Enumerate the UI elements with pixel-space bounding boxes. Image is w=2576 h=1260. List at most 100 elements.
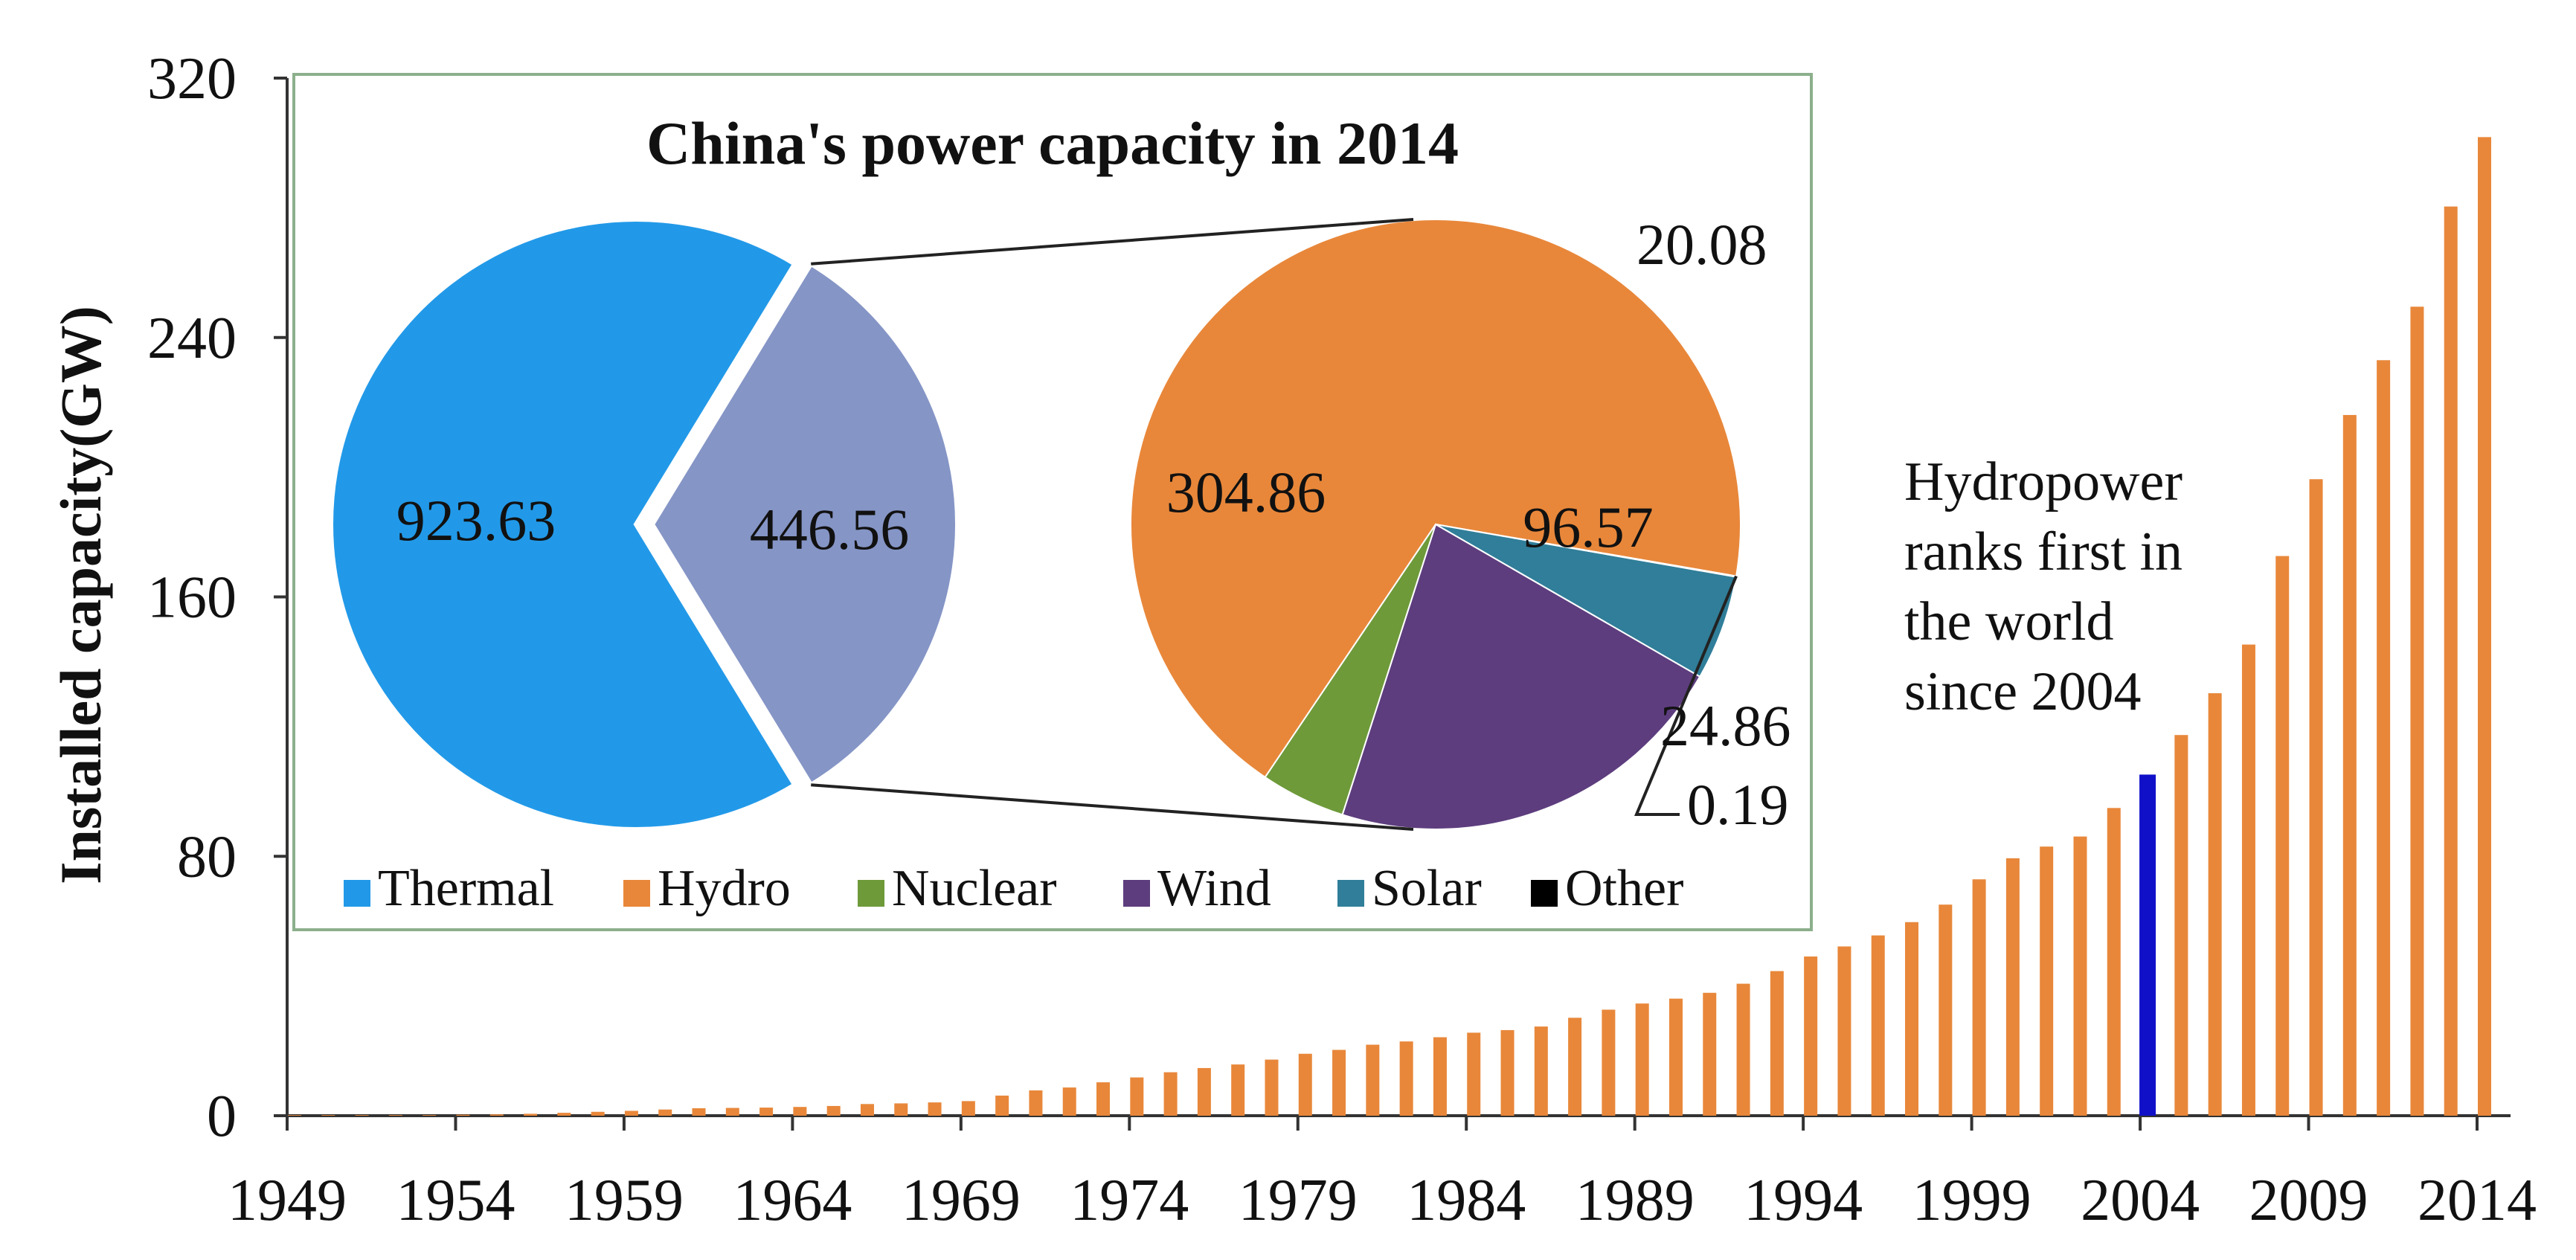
bar-2000 xyxy=(2005,858,2020,1116)
pie-slice-grouped xyxy=(649,260,960,788)
pie-inset: China's power capacity in 2014 923.63 44… xyxy=(292,73,1813,931)
bar-1961 xyxy=(692,1108,706,1116)
legend-label-solar: Solar xyxy=(1372,860,1482,917)
x-tick-label: 1979 xyxy=(1239,1168,1358,1233)
bar-1963 xyxy=(759,1108,774,1116)
bar-1977 xyxy=(1231,1064,1245,1116)
pie-label-thermal: 923.63 xyxy=(396,488,556,553)
hydropower-annotation: Hydropower ranks first in the world sinc… xyxy=(1904,451,2182,722)
bar-1951 xyxy=(355,1115,369,1116)
bar-1949 xyxy=(288,1115,301,1116)
legend-swatch-nuclear xyxy=(858,880,884,907)
pie-slice-nuclear xyxy=(1264,524,1436,816)
bar-1960 xyxy=(658,1109,672,1116)
bar-2002 xyxy=(2073,836,2087,1116)
bar-2010 xyxy=(2342,414,2357,1116)
bar-1994 xyxy=(1804,956,1818,1116)
legend-swatch-solar xyxy=(1337,880,1364,907)
pie-connector-top xyxy=(811,218,1414,266)
bar-1955 xyxy=(489,1114,504,1116)
annotation-line-4: since 2004 xyxy=(1904,661,2142,722)
x-tick-label: 1969 xyxy=(902,1168,1021,1233)
y-tick-label: 320 xyxy=(147,46,237,112)
bar-2009 xyxy=(2309,479,2323,1116)
leader-line-other xyxy=(1634,575,1738,816)
pie-label-hydro: 304.86 xyxy=(1166,460,1326,524)
bar-1956 xyxy=(524,1113,538,1116)
bar-1965 xyxy=(826,1105,841,1116)
bar-1980 xyxy=(1332,1050,1346,1116)
bar-1993 xyxy=(1770,971,1784,1116)
pie-label-grouped: 446.56 xyxy=(750,497,910,562)
x-tick-label: 1984 xyxy=(1407,1168,1526,1233)
bar-2005 xyxy=(2174,735,2188,1116)
bar-highlight-2004 xyxy=(2139,774,2156,1116)
bar-1952 xyxy=(388,1115,402,1116)
x-tick-label: 1954 xyxy=(396,1168,515,1233)
x-tick-label: 1994 xyxy=(1744,1168,1863,1233)
bar-1978 xyxy=(1265,1059,1279,1116)
annotation-line-2: ranks first in xyxy=(1904,521,2182,582)
bar-1982 xyxy=(1399,1041,1413,1116)
pie-slice-wind xyxy=(1341,523,1701,830)
bar-2012 xyxy=(2410,306,2424,1116)
bar-2014 xyxy=(2478,137,2491,1116)
y-tick-label: 160 xyxy=(147,565,237,631)
bar-1964 xyxy=(793,1107,807,1116)
bar-1990 xyxy=(1668,998,1683,1116)
bar-2008 xyxy=(2275,556,2290,1116)
bar-1954 xyxy=(456,1114,470,1116)
bar-1975 xyxy=(1163,1072,1178,1116)
bar-2001 xyxy=(2040,846,2054,1116)
x-tick-label: 1974 xyxy=(1070,1168,1189,1233)
bar-1971 xyxy=(1029,1090,1043,1116)
pie-slice-thermal xyxy=(329,217,798,832)
bar-1968 xyxy=(928,1102,942,1116)
pie-label-solar: 24.86 xyxy=(1660,693,1791,758)
bar-1950 xyxy=(321,1115,335,1116)
bar-1985 xyxy=(1500,1029,1515,1116)
bar-1976 xyxy=(1197,1067,1211,1116)
legend-label-hydro: Hydro xyxy=(658,860,791,917)
bar-1957 xyxy=(557,1113,571,1116)
legend-swatch-thermal xyxy=(344,880,370,907)
bar-2011 xyxy=(2377,360,2391,1116)
bar-2003 xyxy=(2107,808,2121,1116)
bar-1981 xyxy=(1366,1044,1380,1116)
bar-1973 xyxy=(1096,1082,1111,1116)
bar-1995 xyxy=(1837,946,1851,1116)
pie-label-nuclear: 20.08 xyxy=(1637,212,1767,277)
bar-1986 xyxy=(1534,1026,1548,1116)
pie-connector-bottom xyxy=(811,783,1414,831)
pie-label-other: 0.19 xyxy=(1687,772,1789,837)
x-tick-label: 2004 xyxy=(2081,1168,2200,1233)
x-tick-label: 1949 xyxy=(228,1168,347,1233)
legend-swatch-hydro xyxy=(623,880,650,907)
bar-1953 xyxy=(423,1115,437,1116)
bar-2006 xyxy=(2208,692,2222,1116)
x-tick-label: 1999 xyxy=(1912,1168,2031,1233)
bar-1974 xyxy=(1130,1077,1144,1116)
bar-1958 xyxy=(591,1111,605,1116)
y-tick-label: 240 xyxy=(147,306,237,371)
bar-1997 xyxy=(1905,922,1919,1116)
legend-swatch-other xyxy=(1531,880,1558,907)
y-tick-label: 0 xyxy=(207,1084,237,1149)
bar-1969 xyxy=(961,1101,975,1116)
bar-1967 xyxy=(894,1103,908,1116)
bar-2007 xyxy=(2241,644,2255,1116)
bar-1989 xyxy=(1635,1003,1649,1116)
bar-1991 xyxy=(1703,992,1717,1116)
x-tick-label: 2009 xyxy=(2249,1168,2368,1233)
legend-label-other: Other xyxy=(1565,860,1683,917)
pie-title: China's power capacity in 2014 xyxy=(646,109,1459,177)
bar-2013 xyxy=(2444,206,2458,1116)
bar-1988 xyxy=(1602,1009,1616,1116)
bar-1970 xyxy=(995,1095,1009,1116)
annotation-line-1: Hydropower xyxy=(1904,451,2182,512)
x-tick-label: 1989 xyxy=(1576,1168,1695,1233)
legend-label-nuclear: Nuclear xyxy=(892,860,1057,917)
bar-1998 xyxy=(1939,904,1953,1116)
legend-label-thermal: Thermal xyxy=(378,860,554,917)
